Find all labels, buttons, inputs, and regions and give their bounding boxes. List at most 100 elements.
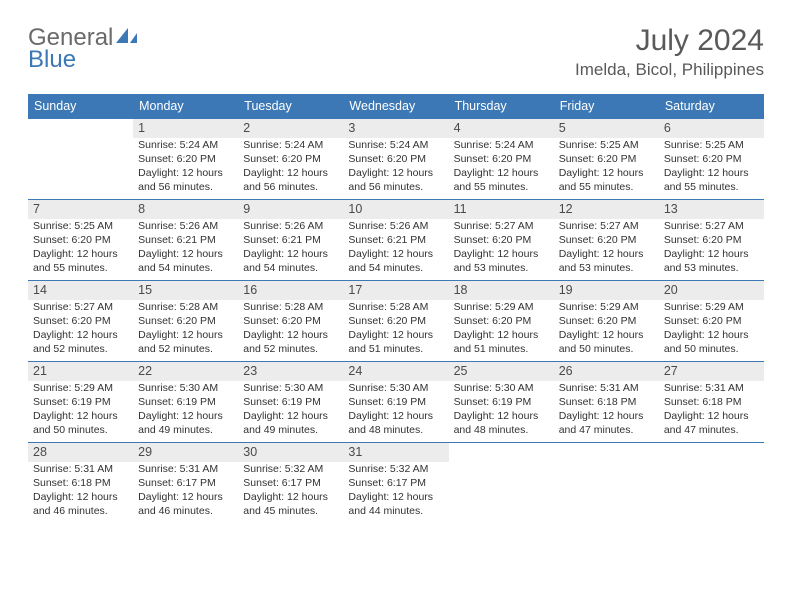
daynum-30: 30 (238, 443, 343, 462)
sunset-line: Sunset: 6:19 PM (138, 395, 233, 409)
sunset-line: Sunset: 6:21 PM (138, 233, 233, 247)
daynum-8: 8 (133, 200, 238, 219)
empty-cell (659, 462, 764, 524)
daycell-17: Sunrise: 5:28 AMSunset: 6:20 PMDaylight:… (343, 300, 448, 362)
daynum-9: 9 (238, 200, 343, 219)
daynum-14: 14 (28, 281, 133, 300)
daynum-16: 16 (238, 281, 343, 300)
daylight-line: Daylight: 12 hours and 50 minutes. (33, 409, 128, 437)
daylight-line: Daylight: 12 hours and 52 minutes. (33, 328, 128, 356)
sunset-line: Sunset: 6:19 PM (348, 395, 443, 409)
sunrise-line: Sunrise: 5:30 AM (348, 381, 443, 395)
daylight-line: Daylight: 12 hours and 54 minutes. (138, 247, 233, 275)
daycell-8: Sunrise: 5:26 AMSunset: 6:21 PMDaylight:… (133, 219, 238, 281)
dayname-sunday: Sunday (28, 94, 133, 119)
dayname-monday: Monday (133, 94, 238, 119)
sunset-line: Sunset: 6:20 PM (664, 233, 759, 247)
sunrise-line: Sunrise: 5:25 AM (664, 138, 759, 152)
sunset-line: Sunset: 6:20 PM (138, 314, 233, 328)
sunset-line: Sunset: 6:20 PM (33, 314, 128, 328)
daylight-line: Daylight: 12 hours and 52 minutes. (138, 328, 233, 356)
daynum-19: 19 (554, 281, 659, 300)
daycell-31: Sunrise: 5:32 AMSunset: 6:17 PMDaylight:… (343, 462, 448, 524)
daylight-line: Daylight: 12 hours and 50 minutes. (664, 328, 759, 356)
daycell-27: Sunrise: 5:31 AMSunset: 6:18 PMDaylight:… (659, 381, 764, 443)
sunset-line: Sunset: 6:20 PM (559, 233, 654, 247)
week-4-daynum-row: 28293031 (28, 443, 764, 462)
daylight-line: Daylight: 12 hours and 47 minutes. (559, 409, 654, 437)
daycell-23: Sunrise: 5:30 AMSunset: 6:19 PMDaylight:… (238, 381, 343, 443)
sunrise-line: Sunrise: 5:25 AM (33, 219, 128, 233)
daylight-line: Daylight: 12 hours and 52 minutes. (243, 328, 338, 356)
sunset-line: Sunset: 6:19 PM (33, 395, 128, 409)
calendar-body: 123456Sunrise: 5:24 AMSunset: 6:20 PMDay… (28, 119, 764, 524)
daynum-26: 26 (554, 362, 659, 381)
dayname-thursday: Thursday (449, 94, 554, 119)
daylight-line: Daylight: 12 hours and 45 minutes. (243, 490, 338, 518)
daycell-28: Sunrise: 5:31 AMSunset: 6:18 PMDaylight:… (28, 462, 133, 524)
sunrise-line: Sunrise: 5:31 AM (138, 462, 233, 476)
daylight-line: Daylight: 12 hours and 46 minutes. (33, 490, 128, 518)
daylight-line: Daylight: 12 hours and 53 minutes. (454, 247, 549, 275)
sunset-line: Sunset: 6:20 PM (348, 314, 443, 328)
dayname-tuesday: Tuesday (238, 94, 343, 119)
daylight-line: Daylight: 12 hours and 55 minutes. (454, 166, 549, 194)
daycell-11: Sunrise: 5:27 AMSunset: 6:20 PMDaylight:… (449, 219, 554, 281)
sunrise-line: Sunrise: 5:27 AM (454, 219, 549, 233)
week-1-daynum-row: 78910111213 (28, 200, 764, 219)
sunset-line: Sunset: 6:20 PM (33, 233, 128, 247)
sunrise-line: Sunrise: 5:29 AM (454, 300, 549, 314)
daynum-20: 20 (659, 281, 764, 300)
sunrise-line: Sunrise: 5:26 AM (348, 219, 443, 233)
calendar-table: SundayMondayTuesdayWednesdayThursdayFrid… (28, 94, 764, 524)
sunset-line: Sunset: 6:20 PM (348, 152, 443, 166)
sunrise-line: Sunrise: 5:29 AM (559, 300, 654, 314)
sunset-line: Sunset: 6:19 PM (454, 395, 549, 409)
daycell-4: Sunrise: 5:24 AMSunset: 6:20 PMDaylight:… (449, 138, 554, 200)
empty-cell (449, 443, 554, 462)
sunset-line: Sunset: 6:20 PM (243, 152, 338, 166)
daycell-15: Sunrise: 5:28 AMSunset: 6:20 PMDaylight:… (133, 300, 238, 362)
sunrise-line: Sunrise: 5:31 AM (559, 381, 654, 395)
daycell-12: Sunrise: 5:27 AMSunset: 6:20 PMDaylight:… (554, 219, 659, 281)
daynum-4: 4 (449, 119, 554, 138)
sunset-line: Sunset: 6:20 PM (664, 314, 759, 328)
week-0-content-row: Sunrise: 5:24 AMSunset: 6:20 PMDaylight:… (28, 138, 764, 200)
sunrise-line: Sunrise: 5:31 AM (33, 462, 128, 476)
daynum-25: 25 (449, 362, 554, 381)
sunset-line: Sunset: 6:18 PM (33, 476, 128, 490)
sunset-line: Sunset: 6:18 PM (559, 395, 654, 409)
daycell-13: Sunrise: 5:27 AMSunset: 6:20 PMDaylight:… (659, 219, 764, 281)
daynum-13: 13 (659, 200, 764, 219)
sunrise-line: Sunrise: 5:27 AM (33, 300, 128, 314)
sunset-line: Sunset: 6:21 PM (243, 233, 338, 247)
daynum-18: 18 (449, 281, 554, 300)
sunset-line: Sunset: 6:20 PM (138, 152, 233, 166)
daycell-30: Sunrise: 5:32 AMSunset: 6:17 PMDaylight:… (238, 462, 343, 524)
sunset-line: Sunset: 6:20 PM (664, 152, 759, 166)
daynum-1: 1 (133, 119, 238, 138)
sunrise-line: Sunrise: 5:28 AM (348, 300, 443, 314)
daynum-6: 6 (659, 119, 764, 138)
dayname-wednesday: Wednesday (343, 94, 448, 119)
sunrise-line: Sunrise: 5:24 AM (348, 138, 443, 152)
daylight-line: Daylight: 12 hours and 55 minutes. (33, 247, 128, 275)
daycell-16: Sunrise: 5:28 AMSunset: 6:20 PMDaylight:… (238, 300, 343, 362)
daycell-2: Sunrise: 5:24 AMSunset: 6:20 PMDaylight:… (238, 138, 343, 200)
sunset-line: Sunset: 6:20 PM (454, 233, 549, 247)
sunset-line: Sunset: 6:20 PM (243, 314, 338, 328)
daycell-25: Sunrise: 5:30 AMSunset: 6:19 PMDaylight:… (449, 381, 554, 443)
week-3-content-row: Sunrise: 5:29 AMSunset: 6:19 PMDaylight:… (28, 381, 764, 443)
daycell-19: Sunrise: 5:29 AMSunset: 6:20 PMDaylight:… (554, 300, 659, 362)
daylight-line: Daylight: 12 hours and 48 minutes. (348, 409, 443, 437)
daynum-15: 15 (133, 281, 238, 300)
empty-cell (554, 462, 659, 524)
sunrise-line: Sunrise: 5:25 AM (559, 138, 654, 152)
sunset-line: Sunset: 6:19 PM (243, 395, 338, 409)
logo-text-2: Blue (28, 46, 76, 74)
sunrise-line: Sunrise: 5:24 AM (138, 138, 233, 152)
daynum-28: 28 (28, 443, 133, 462)
sunrise-line: Sunrise: 5:29 AM (33, 381, 128, 395)
sunrise-line: Sunrise: 5:27 AM (664, 219, 759, 233)
daylight-line: Daylight: 12 hours and 48 minutes. (454, 409, 549, 437)
